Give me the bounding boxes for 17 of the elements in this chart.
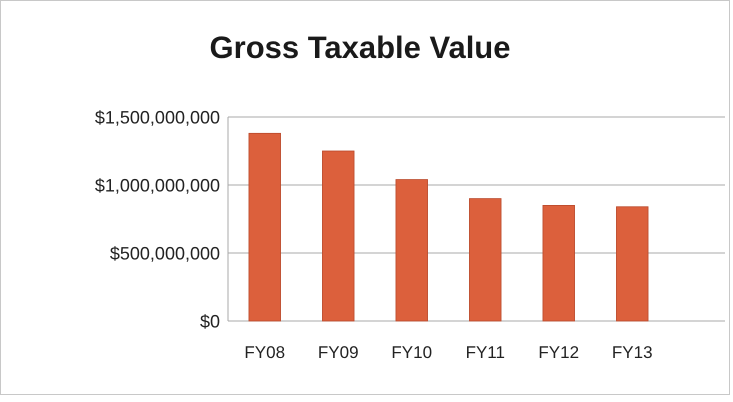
x-tick-label: FY13	[612, 343, 653, 362]
x-tick-label: FY08	[244, 343, 286, 362]
x-tick-label: FY10	[391, 343, 432, 362]
y-tick-label: $1,000,000,000	[94, 175, 220, 196]
y-tick-label: $1,500,000,000	[94, 107, 220, 128]
x-tick-label: FY12	[538, 343, 580, 362]
x-tick-label: FY09	[318, 343, 359, 362]
y-tick-label: $500,000,000	[110, 243, 220, 264]
bar	[542, 205, 575, 322]
bar	[322, 150, 354, 322]
bar	[616, 206, 648, 322]
chart-title: Gross Taxable Value	[210, 30, 510, 65]
bar	[469, 198, 502, 322]
bar	[396, 179, 428, 322]
y-tick-label: $0	[200, 311, 220, 332]
x-tick-label: FY11	[466, 343, 505, 362]
bar	[248, 132, 281, 322]
